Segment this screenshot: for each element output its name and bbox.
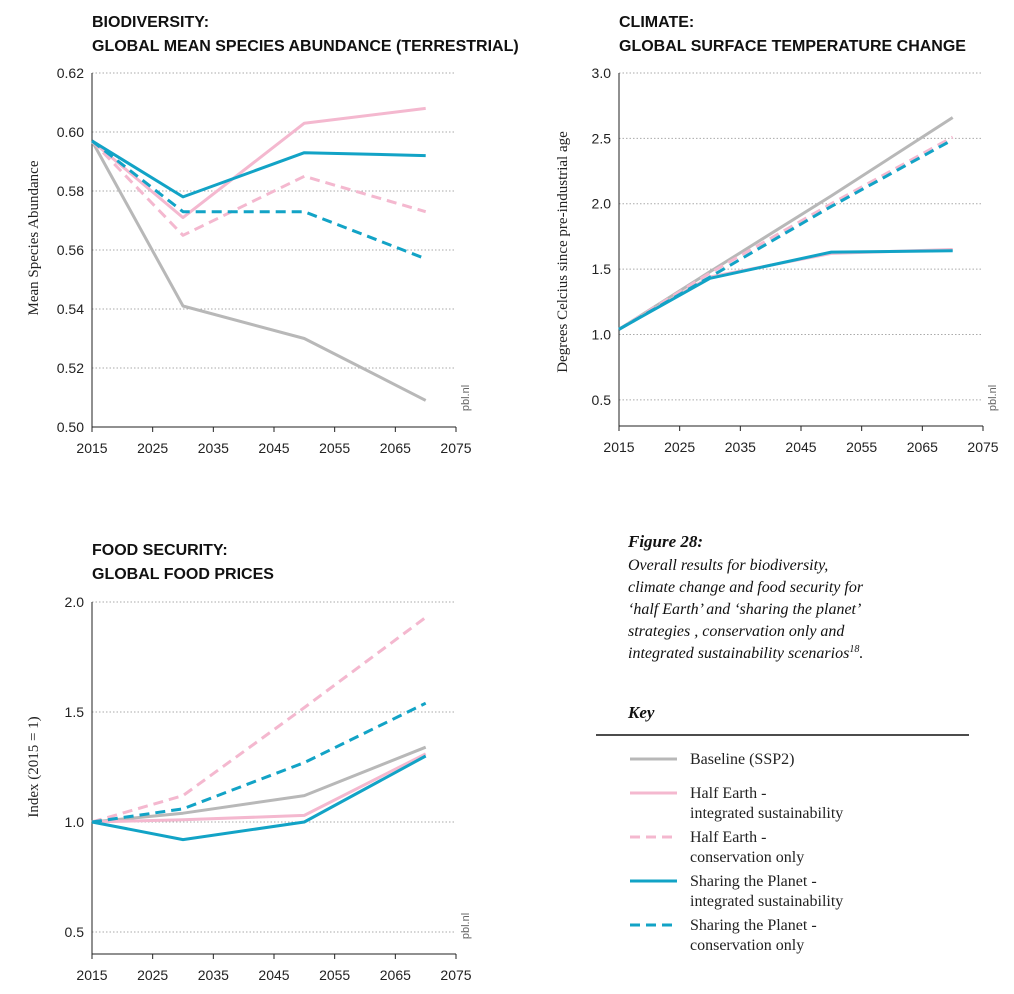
x-tick-label: 2045	[258, 440, 289, 456]
series-line	[91, 106, 426, 220]
y-tick-label: 2.5	[592, 130, 612, 146]
y-tick-label: 1.0	[65, 814, 85, 830]
x-tick-label: 2015	[76, 440, 107, 456]
chart-title-line1: FOOD SECURITY:	[92, 542, 228, 559]
caption-footnote: 18	[849, 644, 859, 655]
caption-line-text: integrated sustainability scenarios	[628, 645, 849, 662]
x-tick-label: 2075	[440, 440, 471, 456]
legend-label: conservation only	[690, 937, 804, 954]
y-tick-label: 0.5	[65, 924, 85, 940]
x-tick-label: 2015	[76, 967, 107, 983]
chart-title-line1: BIODIVERSITY:	[92, 14, 209, 31]
caption-end: .	[859, 645, 863, 662]
x-tick-label: 2055	[846, 439, 877, 455]
series-line	[91, 752, 427, 824]
caption-line: strategies , conservation only and	[628, 623, 845, 640]
y-tick-label: 3.0	[592, 65, 612, 81]
x-tick-label: 2035	[198, 967, 229, 983]
credit-text: pbl.nl	[987, 385, 999, 411]
legend-label: Half Earth -	[690, 829, 766, 846]
chart-title-line2: GLOBAL MEAN SPECIES ABUNDANCE (TERRESTRI…	[92, 38, 519, 55]
x-tick-label: 2075	[967, 439, 998, 455]
credit-text: pbl.nl	[460, 385, 472, 411]
y-tick-label: 0.52	[57, 360, 84, 376]
y-tick-label: 0.50	[57, 419, 84, 435]
y-tick-label: 0.56	[57, 242, 84, 258]
x-tick-label: 2065	[380, 967, 411, 983]
y-tick-label: 2.0	[592, 196, 612, 212]
caption-line: climate change and food security for	[628, 579, 864, 596]
biodiversity-chart: BIODIVERSITY: GLOBAL MEAN SPECIES ABUNDA…	[26, 14, 519, 456]
legend-label: integrated sustainability	[690, 805, 843, 822]
x-tick-label: 2045	[258, 967, 289, 983]
figure-caption: Figure 28: Overall results for biodivers…	[627, 532, 864, 662]
y-tick-label: 0.62	[57, 65, 84, 81]
x-tick-label: 2025	[137, 440, 168, 456]
x-tick-label: 2025	[664, 439, 695, 455]
x-tick-label: 2065	[907, 439, 938, 455]
caption-line: ‘half Earth’ and ‘sharing the planet’	[628, 601, 861, 618]
y-axis-label: Degrees Celcius since pre-industrial age	[555, 131, 571, 373]
x-tick-label: 2065	[380, 440, 411, 456]
y-axis-label: Mean Species Abundance	[26, 160, 42, 315]
series-line	[618, 249, 953, 331]
legend-title: Key	[627, 703, 655, 722]
y-tick-label: 2.0	[65, 594, 85, 610]
y-tick-label: 1.5	[65, 704, 85, 720]
series-line	[618, 116, 954, 331]
climate-chart: CLIMATE: GLOBAL SURFACE TEMPERATURE CHAN…	[555, 14, 999, 455]
y-tick-label: 1.0	[592, 326, 612, 342]
series-line	[91, 139, 426, 199]
y-tick-label: 0.58	[57, 183, 84, 199]
chart-title-line2: GLOBAL SURFACE TEMPERATURE CHANGE	[619, 38, 966, 55]
series-line	[91, 139, 427, 261]
y-tick-label: 0.5	[592, 392, 612, 408]
series-line	[90, 140, 427, 402]
chart-title-line2: GLOBAL FOOD PRICES	[92, 566, 274, 583]
legend-label: Sharing the Planet -	[690, 917, 817, 934]
legend-label: Half Earth -	[690, 785, 766, 802]
series-line	[618, 138, 954, 331]
credit-text: pbl.nl	[460, 913, 472, 939]
legend-label: Sharing the Planet -	[690, 873, 817, 890]
x-tick-label: 2035	[725, 439, 756, 455]
series-line	[91, 754, 427, 842]
caption-line: Overall results for biodiversity,	[628, 557, 828, 574]
series-line	[90, 139, 427, 237]
caption-line: integrated sustainability scenarios18.	[628, 644, 863, 662]
x-tick-label: 2015	[603, 439, 634, 455]
series-line	[91, 745, 427, 824]
y-tick-label: 0.60	[57, 124, 84, 140]
food-security-chart: FOOD SECURITY: GLOBAL FOOD PRICES Index …	[26, 542, 472, 983]
y-tick-label: 0.54	[57, 301, 84, 317]
x-tick-label: 2045	[785, 439, 816, 455]
legend-label: conservation only	[690, 849, 804, 866]
series-line	[91, 616, 427, 824]
chart-title-line1: CLIMATE:	[619, 14, 694, 31]
x-tick-label: 2025	[137, 967, 168, 983]
x-tick-label: 2055	[319, 967, 350, 983]
x-tick-label: 2035	[198, 440, 229, 456]
x-tick-label: 2055	[319, 440, 350, 456]
figure-title: Figure 28:	[627, 532, 703, 551]
legend: Key Baseline (SSP2) Half Earth - integrate…	[596, 703, 969, 954]
series-line	[618, 135, 954, 331]
legend-label: Baseline (SSP2)	[690, 751, 794, 768]
y-tick-label: 1.5	[592, 261, 612, 277]
series-line	[91, 701, 427, 824]
x-tick-label: 2075	[440, 967, 471, 983]
legend-label: integrated sustainability	[690, 893, 843, 910]
y-axis-label: Index (2015 = 1)	[26, 716, 42, 817]
